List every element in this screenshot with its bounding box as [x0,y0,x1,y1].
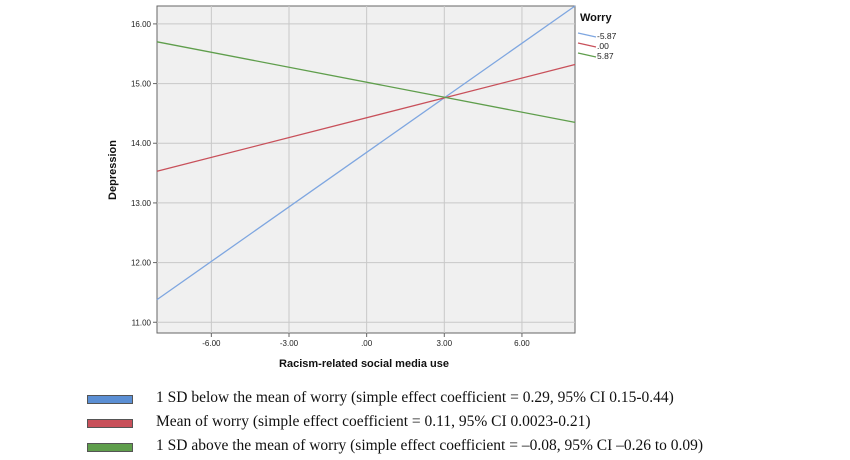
legend-swatch-0 [577,32,597,38]
legend-label-2: 5.87 [597,51,614,61]
legend-label-0: -5.87 [597,31,617,41]
grid-lines [157,6,575,333]
x-tick-label: 3.00 [437,339,453,348]
x-tick-label: 6.00 [514,339,530,348]
y-axis-title: Depression [107,140,119,200]
chart: -6.00 -3.00 .00 3.00 6.00 11.00 12.00 13.00 14.… [107,5,617,370]
y-tick-label: 12.00 [131,259,152,268]
legend-swatch-1 [577,42,597,48]
y-tick-label: 11.00 [132,318,152,327]
series-line-1 [156,63,576,172]
y-tick-label: 14.00 [131,139,152,148]
legend: -5.87.005.87 [577,31,617,61]
x-tick-label: .00 [361,339,373,348]
y-tick-label: 13.00 [131,199,152,208]
y-tick-label: 15.00 [131,80,152,89]
series-line-0 [156,5,576,301]
series-line-2 [156,41,576,124]
y-tick-labels: 11.00 12.00 13.00 14.00 15.00 16.00 [131,20,157,327]
legend-swatch-2 [577,52,597,58]
x-tick-labels: -6.00 -3.00 .00 3.00 6.00 [202,333,530,348]
caption-swatch-red [87,419,133,428]
legend-label-1: .00 [597,41,609,51]
x-tick-label: -6.00 [202,339,221,348]
caption-swatch-blue [87,395,133,404]
plot-area [156,5,576,334]
caption-text: Mean of worry (simple effect coefficient… [156,413,591,430]
caption-swatch-green [87,443,133,452]
series-lines [156,5,576,301]
caption-row-below-mean: 1 SD below the mean of worry (simple eff… [0,388,850,412]
y-tick-label: 16.00 [131,20,152,29]
caption-text: 1 SD below the mean of worry (simple eff… [156,389,674,406]
x-axis-title: Racism-related social media use [279,358,449,370]
caption-row-mean: Mean of worry (simple effect coefficient… [0,412,850,436]
legend-title: Worry [580,12,612,24]
caption-row-above-mean: 1 SD above the mean of worry (simple eff… [0,436,850,460]
x-tick-label: -3.00 [280,339,299,348]
caption-text: 1 SD above the mean of worry (simple eff… [156,437,704,454]
